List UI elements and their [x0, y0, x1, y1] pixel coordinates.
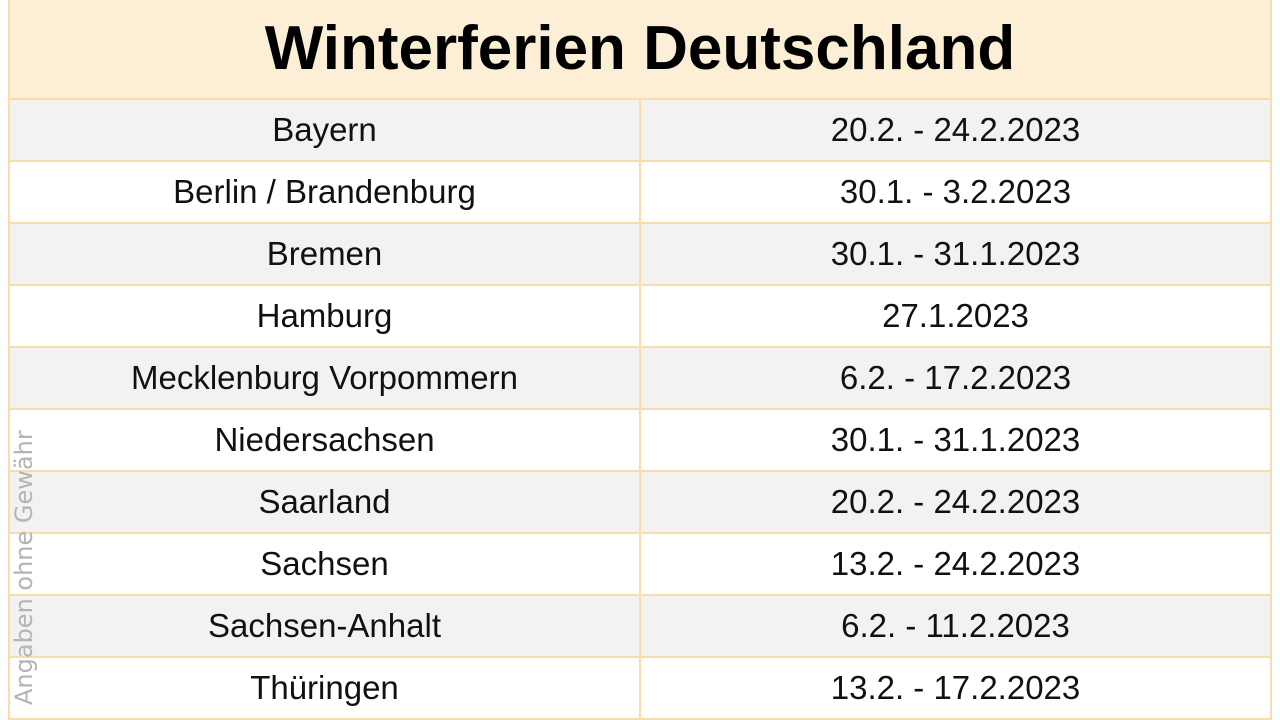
disclaimer-watermark: Angaben ohne Gewähr — [10, 430, 38, 705]
dates-cell: 13.2. - 17.2.2023 — [830, 669, 1081, 706]
table-row: Sachsen 13.2. - 24.2.2023 — [10, 534, 1270, 596]
dates-cell: 27.1.2023 — [882, 297, 1029, 334]
table-row: Berlin / Brandenburg 30.1. - 3.2.2023 — [10, 162, 1270, 224]
state-cell: Hamburg — [10, 286, 641, 346]
state-cell: Sachsen — [10, 534, 641, 594]
table-row: Bayern 20.2. - 24.2.2023 — [10, 100, 1270, 162]
table-row: Sachsen-Anhalt 6.2. - 11.2.2023 — [10, 596, 1270, 658]
page-title: Winterferien Deutschland — [264, 14, 1016, 83]
table-row: Bremen 30.1. - 31.1.2023 — [10, 224, 1270, 286]
dates-cell: 30.1. - 3.2.2023 — [839, 173, 1072, 210]
state-cell: Thüringen — [10, 658, 641, 718]
table-row: Saarland 20.2. - 24.2.2023 — [10, 472, 1270, 534]
dates-cell: 20.2. - 24.2.2023 — [830, 111, 1081, 148]
dates-cell: 20.2. - 24.2.2023 — [830, 483, 1081, 520]
dates-cell: 6.2. - 11.2.2023 — [841, 607, 1070, 644]
dates-cell: 30.1. - 31.1.2023 — [830, 235, 1081, 272]
table-row: Niedersachsen 30.1. - 31.1.2023 — [10, 410, 1270, 472]
state-cell: Sachsen-Anhalt — [10, 596, 641, 656]
state-cell: Bayern — [10, 100, 641, 160]
table-row: Mecklenburg Vorpommern 6.2. - 17.2.2023 — [10, 348, 1270, 410]
table-row: Hamburg 27.1.2023 — [10, 286, 1270, 348]
dates-cell: 6.2. - 17.2.2023 — [839, 359, 1072, 396]
dates-cell: 13.2. - 24.2.2023 — [830, 545, 1081, 582]
table-row: Thüringen 13.2. - 17.2.2023 — [10, 658, 1270, 720]
state-cell: Mecklenburg Vorpommern — [10, 348, 641, 408]
state-cell: Berlin / Brandenburg — [10, 162, 641, 222]
dates-cell: 30.1. - 31.1.2023 — [830, 421, 1081, 458]
state-cell: Saarland — [10, 472, 641, 532]
table-body: Bayern 20.2. - 24.2.2023 Berlin / Brande… — [10, 100, 1270, 720]
title-row: Winterferien Deutschland — [10, 0, 1270, 100]
state-cell: Niedersachsen — [10, 410, 641, 470]
holiday-table: Winterferien Deutschland Bayern 20.2. - … — [8, 0, 1272, 720]
state-cell: Bremen — [10, 224, 641, 284]
